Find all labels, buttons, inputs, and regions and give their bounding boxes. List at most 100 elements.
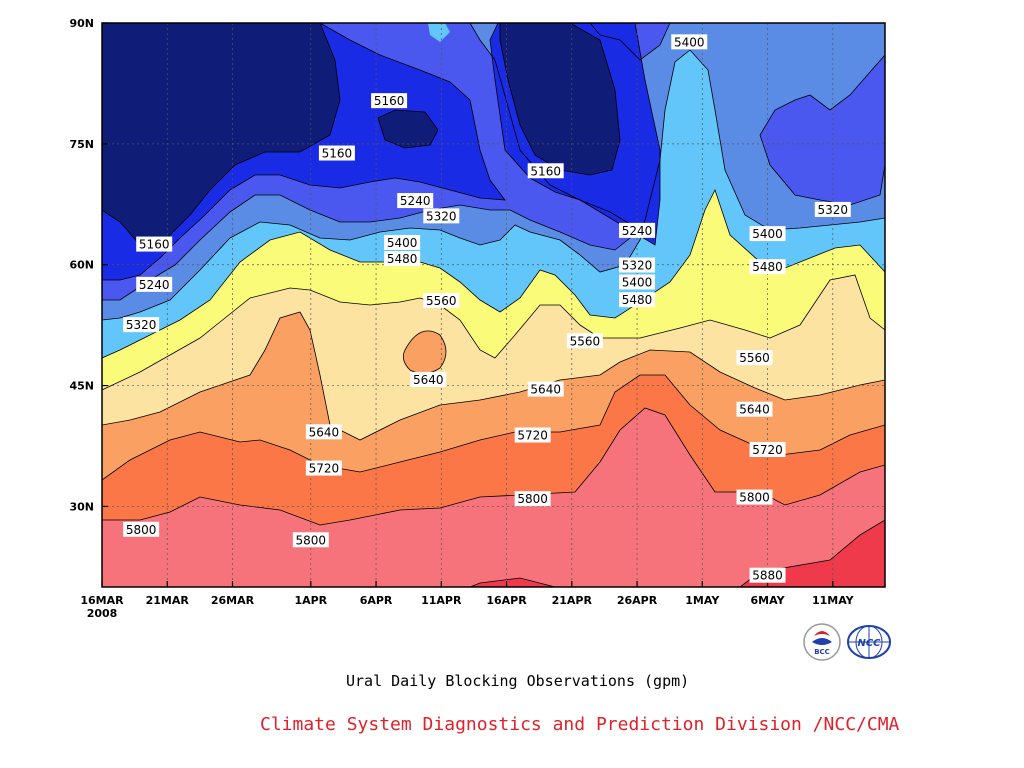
contour-label-bg [423,292,460,308]
contour-label-text: 5880 [752,569,783,583]
ncc-logo: NCC [847,625,891,659]
patch-5400 [428,23,450,42]
contour-label: 5160 [527,163,564,179]
contour-label-text: 5400 [752,227,783,241]
contour-label-bg [749,567,786,583]
contour-label-text: 5400 [622,275,653,289]
x-tick-label: 1APR [294,594,327,607]
contour-line [469,577,556,587]
contour-label-bg [123,317,160,333]
contour-label-text: 5800 [517,492,548,506]
contour-label-bg [736,350,773,366]
contour-label-text: 5560 [570,334,601,348]
contour-label-bg [619,274,656,290]
x-tick-label: 16MAR [80,594,124,607]
contour-label-text: 5640 [413,373,444,387]
contour-label-bg [384,251,421,267]
contour-label: 5240 [136,276,173,292]
contour-label-bg [619,292,656,308]
contour-line [589,23,671,61]
contour-label: 5240 [619,222,656,238]
contour-label-bg [305,460,342,476]
contour-label-bg [527,381,564,397]
contour-line [402,330,447,374]
contour-label-text: 5720 [752,443,783,457]
contour-label-text: 5480 [387,252,418,266]
contour-label-bg [423,208,460,224]
contour-label: 5640 [527,381,564,397]
contour-label-text: 5800 [296,533,327,547]
contour-label: 5320 [423,208,460,224]
contour-label-bg [514,491,551,507]
contour-line [102,311,885,441]
contour-line [102,49,885,321]
contour-label: 5400 [619,274,656,290]
contour-fill [102,23,885,587]
contour-label-text: 5240 [139,278,170,292]
x-tick-label: 11MAY [812,594,855,607]
contour-label-bg [619,222,656,238]
contour-label-text: 5720 [517,429,548,443]
contour-label-bg [814,201,851,217]
x-tick-label: 26APR [617,594,658,607]
contour-label-bg [318,145,355,161]
contour-label-bg [736,489,773,505]
contour-label-bg [384,234,421,250]
band-below-5160 [102,23,620,245]
contour-label-text: 5640 [309,425,340,439]
contour-label: 5480 [619,292,656,308]
contour-label-text: 5160 [139,238,170,252]
x-tick-label: 11APR [421,594,462,607]
contour-label-text: 5240 [400,194,431,208]
contour-label-bg [305,424,342,440]
contour-label: 5560 [423,292,460,308]
contour-label: 5560 [566,333,603,349]
contour-label-text: 5160 [530,164,561,178]
contour-line [102,274,885,391]
contour-label: 5320 [619,257,656,273]
contour-label-text: 5640 [739,403,770,417]
contour-label-bg [292,532,329,548]
contour-label: 5400 [384,234,421,250]
credit-text: Climate System Diagnostics and Predictio… [260,714,900,735]
y-tick-label: 75N [69,138,94,151]
contour-label-text: 5720 [309,462,340,476]
island-5640 [403,330,446,374]
contour-line [377,109,439,149]
contour-label-text: 5560 [739,351,770,365]
x-axis: 16MAR 21MAR 26MAR 1APR 6APR 11APR 16APR 21APR 26… [80,594,854,620]
y-tick-label: 45N [69,380,94,393]
x-tick-label: 21MAR [146,594,190,607]
contour-label-text: 5240 [622,224,653,238]
contour-label-bg [397,193,434,209]
contour-label-text: 5400 [387,236,418,250]
bcc-logo: BCC [803,623,841,661]
contour-label: 5400 [671,34,708,50]
y-tick-label: 90N [69,17,94,30]
contour-label: 5720 [749,442,786,458]
contour-label-bg [736,401,773,417]
chart-title: Ural Daily Blocking Observations (gpm) [346,672,690,690]
x-tick-label: 6MAY [751,594,786,607]
contour-label-text: 5160 [374,94,405,108]
contour-label-bg [566,333,603,349]
contour-line [102,188,885,359]
contour-label: 5800 [292,532,329,548]
x-tick-label: 16APR [486,594,527,607]
contour-label-text: 5480 [622,293,653,307]
contour-label: 5160 [318,145,355,161]
contour-label-bg [671,34,708,50]
contour-label: 5880 [749,567,786,583]
contour-label: 5640 [410,371,447,387]
x-tick-label: 26MAR [211,594,255,607]
contour-label: 5800 [514,491,551,507]
contour-label-bg [527,163,564,179]
contour-label: 5720 [514,427,551,443]
contour-label-bg [619,257,656,273]
contour-label-text: 5320 [622,259,653,273]
contour-label: 5640 [736,401,773,417]
contour-label-bg [136,236,173,252]
contour-label: 5160 [136,236,173,252]
contour-line [102,23,641,301]
x-tick-label: 21APR [552,594,593,607]
